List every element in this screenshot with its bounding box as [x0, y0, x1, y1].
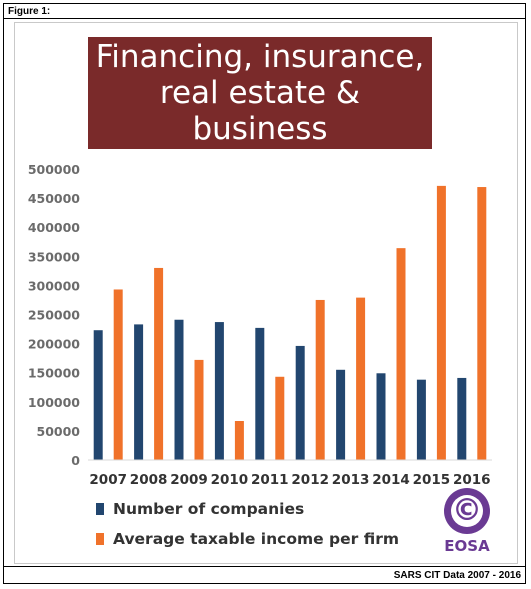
y-tick-label: 350000 — [28, 249, 80, 264]
y-tick-label: 150000 — [28, 366, 80, 381]
bar-income — [436, 185, 446, 461]
bar-companies — [336, 369, 346, 460]
bar-companies — [255, 327, 265, 460]
x-tick-label: 2008 — [130, 472, 168, 488]
bar-companies — [376, 373, 386, 460]
figure-frame — [3, 3, 526, 584]
y-tick-label: 200000 — [28, 337, 80, 352]
bar-income — [194, 359, 204, 460]
bar-income — [477, 187, 487, 461]
x-tick-label: 2015 — [413, 472, 451, 488]
x-tick-label: 2013 — [332, 472, 370, 488]
header-divider — [3, 18, 526, 19]
chart-title-line-1: Financing, insurance, — [95, 39, 425, 75]
x-tick-label: 2010 — [211, 472, 249, 488]
y-tick-label: 250000 — [28, 308, 80, 323]
bar-companies — [134, 324, 144, 460]
footer-divider — [3, 566, 526, 567]
legend-swatch-companies — [96, 503, 104, 515]
legend-swatch-income — [96, 533, 104, 545]
x-tick-label: 2009 — [170, 472, 208, 488]
bar-companies — [416, 379, 426, 460]
y-tick-label: 500000 — [28, 162, 80, 177]
bar-companies — [174, 319, 184, 460]
source-note: SARS CIT Data 2007 - 2016 — [393, 570, 521, 581]
y-tick-label: 50000 — [37, 424, 81, 439]
bar-income — [154, 267, 164, 460]
bars-group — [93, 185, 487, 461]
y-tick-label: 400000 — [28, 220, 80, 235]
bar-income — [113, 289, 123, 460]
x-tick-label: 2016 — [453, 472, 491, 488]
eosa-logo: © EOSA — [438, 488, 496, 556]
bar-companies — [457, 377, 467, 460]
x-tick-label: 2014 — [372, 472, 410, 488]
legend-item-income: Average taxable income per firm — [96, 530, 399, 548]
bar-income — [396, 248, 406, 460]
y-tick-label: 300000 — [28, 278, 80, 293]
legend-label-companies: Number of companies — [113, 500, 305, 518]
bar-companies — [93, 330, 103, 460]
y-tick-label: 100000 — [28, 395, 80, 410]
x-tick-label: 2011 — [251, 472, 289, 488]
bar-income — [275, 376, 285, 460]
legend-item-companies: Number of companies — [96, 500, 304, 518]
x-axis: 2007 2008 2009 2010 2011 2012 2013 2014 2015 2016 — [88, 459, 492, 488]
logo-text: EOSA — [444, 537, 490, 555]
figure-label: Figure 1: — [8, 6, 51, 17]
x-tick-label: 2012 — [291, 472, 329, 488]
legend-label-income: Average taxable income per firm — [113, 530, 399, 548]
y-tick-label: 450000 — [28, 191, 80, 206]
bar-income — [234, 421, 244, 460]
chart-title-box: Financing, insurance, real estate & busi… — [88, 37, 432, 183]
y-axis: 0 50000 100000 150000 200000 250000 300000 3500… — [28, 162, 80, 468]
y-tick-label: 0 — [71, 453, 80, 468]
bar-income — [315, 299, 325, 460]
copyright-icon-inner — [451, 495, 483, 527]
x-tick-label: 2007 — [89, 472, 127, 488]
chart-title-line-2: real estate & business — [159, 75, 361, 147]
bar-companies — [214, 322, 224, 460]
bar-companies — [295, 345, 305, 460]
copyright-icon: © — [452, 493, 482, 528]
chart-title-line-3: services — [196, 147, 324, 183]
bar-income — [356, 297, 366, 460]
